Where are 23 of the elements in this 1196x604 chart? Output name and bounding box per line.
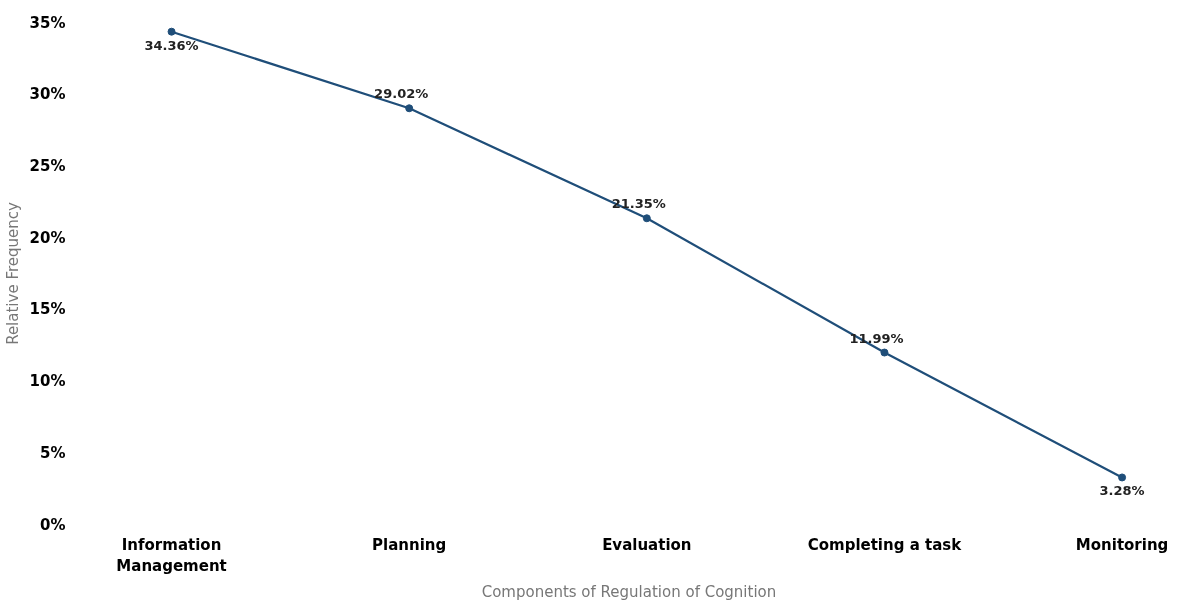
y-tick-label: 5%	[40, 443, 66, 462]
y-tick-label: 15%	[29, 300, 66, 319]
point	[642, 214, 651, 223]
data-label: 3.28%	[1099, 483, 1145, 499]
data-label: 34.36%	[144, 37, 199, 53]
x-axis-title: Components of Regulation of Cognition	[481, 583, 777, 602]
y-tick-label: 25%	[29, 156, 66, 175]
y-tick-label: 20%	[29, 228, 66, 247]
point	[880, 348, 889, 357]
x-tick-label: Evaluation	[602, 535, 692, 554]
point	[167, 27, 176, 36]
x-tick-label: Planning	[372, 535, 447, 554]
x-tick-label: Completing a task	[807, 535, 963, 554]
x-tick-label: Information Management	[116, 535, 227, 576]
y-axis-title: Relative Frequency	[3, 202, 22, 345]
y-tick-label: 0%	[40, 515, 66, 534]
y-tick-label: 10%	[29, 372, 66, 391]
data-label: 29.02%	[374, 86, 429, 102]
y-tick-label: 35%	[29, 13, 66, 32]
x-tick-label: Monitoring	[1075, 535, 1169, 554]
point	[405, 104, 414, 113]
point	[1118, 473, 1127, 482]
y-tick-label: 30%	[29, 85, 66, 104]
